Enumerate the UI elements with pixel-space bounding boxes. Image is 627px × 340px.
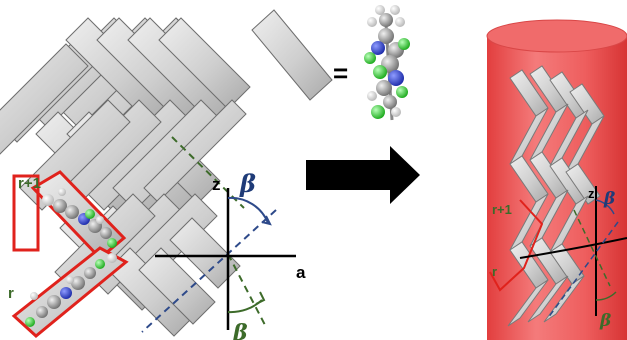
plank-lower-right-arms — [107, 217, 241, 337]
angle-label-beta-bottom: β — [232, 320, 248, 340]
molecule-lower — [25, 253, 117, 327]
right-layer-label-r: r — [492, 264, 497, 279]
right-angle-label-beta-bottom: β — [599, 311, 611, 331]
right-angle-label-beta-top: β — [603, 189, 615, 209]
axis-label-z: z — [212, 175, 221, 194]
right-layer-label-r-plus-1: r+1 — [492, 202, 512, 217]
axis-label-a: a — [296, 263, 306, 282]
equals-sign: = — [333, 58, 348, 88]
right-herringbone-stack — [507, 65, 605, 327]
single-plank — [251, 9, 333, 101]
right-axis-label-z: z — [588, 186, 595, 201]
layer-r-plus-1-box — [12, 170, 127, 261]
left-axes — [141, 136, 296, 333]
layer-r-box — [11, 246, 129, 338]
layer-label-r: r — [8, 285, 14, 302]
molecule-model — [364, 5, 410, 121]
transform-arrow — [306, 146, 420, 204]
molecule-upper — [42, 188, 117, 248]
layer-label-r-plus-1: r+1 — [18, 175, 41, 192]
right-axes — [519, 186, 627, 319]
right-highlight-box — [489, 199, 544, 292]
left-herringbone-stack: r+1 r z a β β — [0, 17, 306, 340]
angle-label-beta-top: β — [239, 169, 256, 198]
